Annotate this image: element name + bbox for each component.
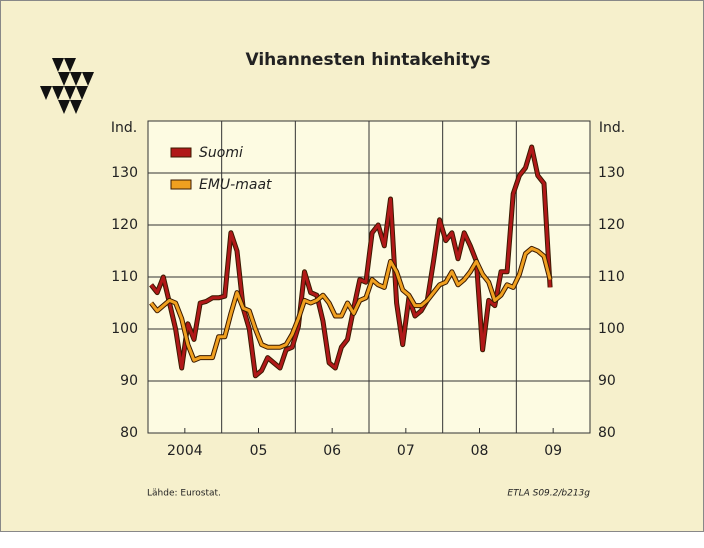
legend-label: EMU-maat bbox=[199, 177, 272, 193]
legend-swatch bbox=[170, 179, 192, 190]
legend-label: Suomi bbox=[199, 145, 243, 161]
x-tick-label: 05 bbox=[250, 443, 268, 459]
y2-tick-label: 120 bbox=[598, 217, 625, 233]
y-tick-label: 80 bbox=[120, 425, 138, 441]
logo bbox=[40, 58, 94, 114]
y-tick-label: 110 bbox=[111, 269, 138, 285]
series-line bbox=[149, 145, 552, 378]
chart-title: Vihannesten hintakehitys bbox=[245, 50, 490, 70]
y-axis-label: Ind. bbox=[111, 120, 137, 136]
x-tick-label: 07 bbox=[397, 443, 415, 459]
y2-tick-label: 110 bbox=[598, 269, 625, 285]
y2-tick-label: 90 bbox=[598, 373, 616, 389]
y2-tick-label: 100 bbox=[598, 321, 625, 337]
y-tick-label: 130 bbox=[111, 165, 138, 181]
y-tick-label: 100 bbox=[111, 321, 138, 337]
code: ETLA S09.2/b213g bbox=[507, 489, 590, 499]
source: Lähde: Eurostat. bbox=[147, 489, 221, 499]
x-tick-label: 08 bbox=[471, 443, 489, 459]
y2-tick-label: 130 bbox=[598, 165, 625, 181]
series-line bbox=[149, 246, 552, 362]
x-tick-label: 09 bbox=[544, 443, 562, 459]
y-tick-label: 90 bbox=[120, 373, 138, 389]
x-tick-label: 06 bbox=[323, 443, 341, 459]
y2-axis-label: Ind. bbox=[599, 120, 625, 136]
legend-swatch bbox=[170, 147, 192, 158]
y-tick-label: 120 bbox=[111, 217, 138, 233]
y2-tick-label: 80 bbox=[598, 425, 616, 441]
x-tick-label: 2004 bbox=[167, 443, 203, 459]
